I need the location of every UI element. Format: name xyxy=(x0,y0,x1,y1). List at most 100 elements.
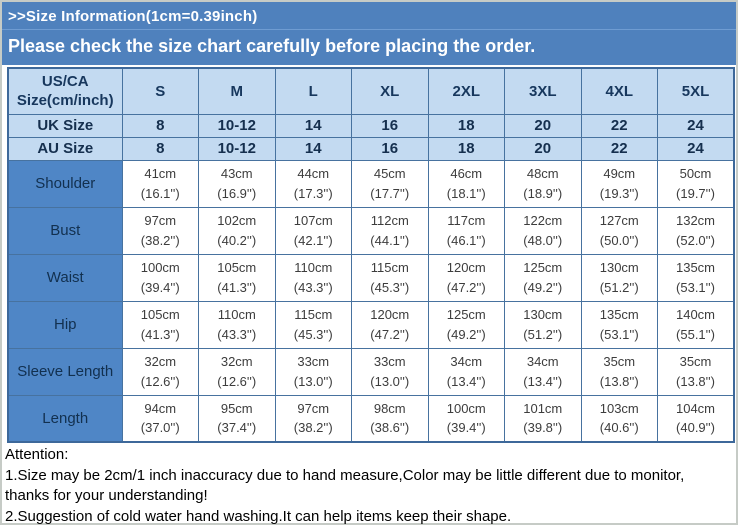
measure-row-label: Sleeve Length xyxy=(7,347,123,396)
size-value-cell: 8 xyxy=(121,136,199,161)
measure-inch: (17.7'') xyxy=(370,185,410,201)
measure-inch: (49.2'') xyxy=(446,326,486,342)
measure-row: Length 94cm (37.0'') 95cm (37.4'') 97cm (38.2'… xyxy=(7,394,735,443)
measure-cm: 100cm xyxy=(446,400,486,416)
size-value-cell: 24 xyxy=(657,136,735,161)
measure-cm: 135cm xyxy=(675,260,716,275)
measure-inch: (44.1'') xyxy=(370,232,410,248)
measure-value-cell: 95cm (37.4'') xyxy=(198,394,276,443)
measure-inch: (52.0'') xyxy=(676,232,715,248)
size-value-cell: 16 xyxy=(351,136,429,161)
measure-value-cell: 32cm (12.6'') xyxy=(198,347,276,396)
measure-inch: (40.9'') xyxy=(676,420,715,436)
measure-value-cell: 120cm (47.2'') xyxy=(427,253,505,302)
measure-cm: 125cm xyxy=(523,260,563,275)
measure-inch: (40.6'') xyxy=(599,420,639,436)
measure-value-cell: 94cm (37.0'') xyxy=(121,394,199,443)
measure-value-cell: 122cm (48.0'') xyxy=(504,206,582,255)
corner-header-line2: Size(cm/inch) xyxy=(16,92,114,110)
measure-inch: (38.2'') xyxy=(293,420,333,436)
column-header-2xl: 2XL xyxy=(427,67,505,115)
measure-cm: 33cm xyxy=(373,354,406,369)
measure-value-cell: 107cm (42.1'') xyxy=(274,206,352,255)
measure-inch: (13.0'') xyxy=(370,373,410,389)
size-value-cell: 14 xyxy=(274,136,352,161)
measure-inch: (13.4'') xyxy=(446,373,486,389)
size-value-cell: 20 xyxy=(504,136,582,161)
measure-value-cell: 115cm (45.3'') xyxy=(351,253,429,302)
measure-inch: (19.7'') xyxy=(676,185,715,201)
size-row-label: UK Size xyxy=(7,113,123,138)
size-chart-header-row: US/CA Size(cm/inch) S M L XL 2XL 3XL 4XL 5XL xyxy=(7,67,735,115)
measure-cm: 97cm xyxy=(144,213,177,228)
size-value-cell: 24 xyxy=(657,113,735,138)
measure-value-cell: 125cm (49.2'') xyxy=(427,300,505,349)
measure-cm: 125cm xyxy=(446,307,486,322)
measure-cm: 94cm xyxy=(144,400,177,416)
measure-cm: 112cm xyxy=(370,213,409,228)
measure-cm: 105cm xyxy=(217,260,257,275)
measure-inch: (42.1'') xyxy=(293,232,333,248)
measure-cm: 110cm xyxy=(217,307,256,322)
measure-cm: 41cm xyxy=(144,166,177,181)
measure-inch: (45.3'') xyxy=(293,326,333,342)
measure-cm: 120cm xyxy=(370,307,410,322)
measure-cm: 95cm xyxy=(220,400,253,416)
measure-cm: 107cm xyxy=(293,213,333,228)
measure-inch: (46.1'') xyxy=(446,232,486,248)
measure-row: Shoulder 41cm (16.1'') 43cm (16.9'') 44cm (17.… xyxy=(7,159,735,208)
measure-value-cell: 41cm (16.1'') xyxy=(121,159,199,208)
measure-cm: 98cm xyxy=(373,400,406,416)
measure-inch: (45.3'') xyxy=(370,279,410,295)
size-value-cell: 10-12 xyxy=(198,136,276,161)
size-value-cell: 22 xyxy=(580,113,658,138)
corner-header-cell: US/CA Size(cm/inch) xyxy=(7,67,123,115)
measure-value-cell: 48cm (18.9'') xyxy=(504,159,582,208)
measure-cm: 48cm xyxy=(526,166,559,181)
measure-row-label: Shoulder xyxy=(7,159,123,208)
measure-row-label: Length xyxy=(7,394,123,443)
measure-cm: 102cm xyxy=(217,213,257,228)
measure-value-cell: 34cm (13.4'') xyxy=(427,347,505,396)
measure-cm: 105cm xyxy=(140,307,180,322)
size-value-cell: 18 xyxy=(427,136,505,161)
attention-note-2: 2.Suggestion of cold water hand washing.… xyxy=(5,508,512,526)
measure-inch: (53.1'') xyxy=(599,326,639,342)
measure-inch: (37.0'') xyxy=(140,420,180,436)
measure-cm: 33cm xyxy=(297,354,330,369)
measure-value-cell: 33cm (13.0'') xyxy=(351,347,429,396)
corner-header-line1: US/CA xyxy=(41,72,89,90)
measure-value-cell: 32cm (12.6'') xyxy=(121,347,199,396)
measure-inch: (12.6'') xyxy=(217,373,257,389)
measure-row: Waist 100cm (39.4'') 105cm (41.3'') 110cm (43.… xyxy=(7,253,735,302)
measure-value-cell: 98cm (38.6'') xyxy=(351,394,429,443)
measure-value-cell: 34cm (13.4'') xyxy=(504,347,582,396)
measure-inch: (53.1'') xyxy=(676,279,715,295)
attention-section: Attention: 1.Size may be 2cm/1 inch inac… xyxy=(2,443,736,528)
measure-value-cell: 100cm (39.4'') xyxy=(121,253,199,302)
measure-inch: (39.8'') xyxy=(523,420,563,436)
measure-cm: 140cm xyxy=(675,307,716,322)
measure-inch: (43.3'') xyxy=(217,326,257,342)
measure-value-cell: 104cm (40.9'') xyxy=(657,394,735,443)
size-value-cell: 16 xyxy=(351,113,429,138)
measure-value-cell: 135cm (53.1'') xyxy=(580,300,658,349)
measure-value-cell: 135cm (53.1'') xyxy=(657,253,735,302)
measure-cm: 32cm xyxy=(144,354,177,369)
measure-inch: (39.4'') xyxy=(140,279,180,295)
measure-value-cell: 112cm (44.1'') xyxy=(351,206,429,255)
measure-value-cell: 103cm (40.6'') xyxy=(580,394,658,443)
measure-row-label: Waist xyxy=(7,253,123,302)
measure-cm: 34cm xyxy=(450,354,483,369)
measure-inch: (37.4'') xyxy=(217,420,257,436)
measure-value-cell: 117cm (46.1'') xyxy=(427,206,505,255)
measure-cm: 43cm xyxy=(220,166,253,181)
measure-value-cell: 44cm (17.3'') xyxy=(274,159,352,208)
measure-value-cell: 35cm (13.8'') xyxy=(657,347,735,396)
measure-inch: (51.2'') xyxy=(599,279,639,295)
size-row-label: AU Size xyxy=(7,136,123,161)
measure-cm: 115cm xyxy=(370,260,409,275)
measure-row-label: Bust xyxy=(7,206,123,255)
measure-value-cell: 46cm (18.1'') xyxy=(427,159,505,208)
